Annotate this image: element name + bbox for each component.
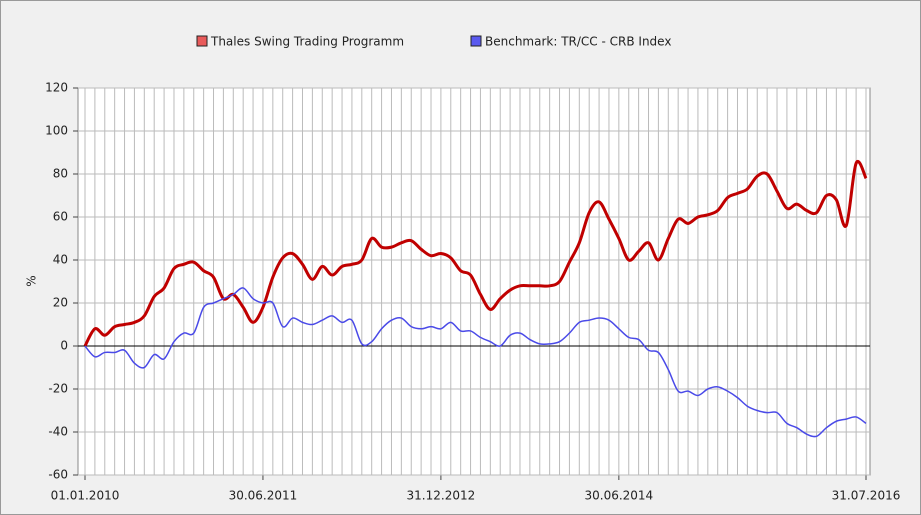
x-tick-label: 30.06.2014 (584, 489, 653, 503)
x-tick-label: 31.07.2016 (832, 489, 901, 503)
y-tick-label: 60 (53, 210, 68, 224)
x-tick-label: 01.01.2010 (51, 489, 120, 503)
y-axis-label: % (25, 275, 39, 286)
y-tick-label: 40 (53, 253, 68, 267)
y-tick-label: 120 (45, 81, 68, 95)
x-tick-label: 31.12.2012 (407, 489, 476, 503)
y-tick-label: -20 (48, 382, 68, 396)
y-tick-label: -40 (48, 425, 68, 439)
legend-label: Benchmark: TR/CC - CRB Index (485, 35, 671, 49)
legend-swatch (196, 35, 208, 47)
legend-label: Thales Swing Trading Programm (210, 35, 404, 49)
y-tick-label: -60 (48, 468, 68, 482)
x-tick-label: 30.06.2011 (229, 489, 298, 503)
series-line (83, 160, 868, 347)
y-tick-label: 0 (60, 339, 68, 353)
y-tick-label: 100 (45, 124, 68, 138)
y-tick-label: 20 (53, 296, 68, 310)
legend-swatch (470, 35, 482, 47)
series-line (84, 287, 867, 438)
y-tick-label: 80 (53, 167, 68, 181)
